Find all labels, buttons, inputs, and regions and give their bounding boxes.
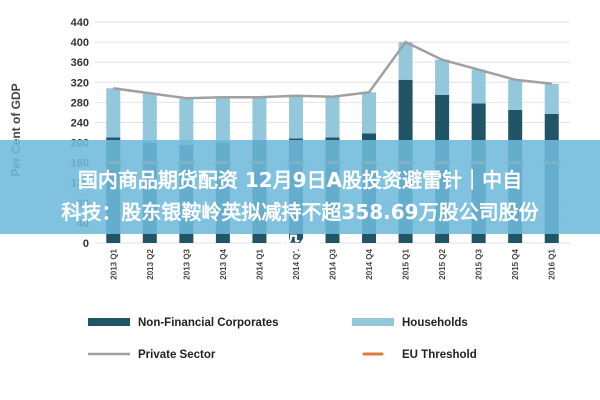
legend: Non-Financial Corporates Households Privat…: [88, 317, 477, 361]
x-tick-label: 2013 Q4: [219, 248, 228, 279]
bar-households: [398, 42, 413, 80]
overlay-line-3: 股份: [280, 232, 320, 256]
y-tick-label: 400: [71, 37, 89, 49]
legend-label: Households: [402, 317, 468, 329]
bar-households: [106, 88, 121, 138]
x-tick-label: 2013 Q2: [146, 248, 155, 279]
overlay-line-1: 国内商品期货配资 12月9日A股投资避雷针｜中自: [77, 168, 523, 192]
y-tick-label: 0: [83, 238, 89, 250]
bar-households: [325, 96, 340, 138]
x-tick-label: 2014 Q2: [292, 248, 301, 279]
overlay-text: 国内商品期货配资 12月9日A股投资避雷针｜中自 科技：股东银鞍岭英拟减持不超3…: [0, 164, 600, 260]
legend-label: EU Threshold: [402, 349, 477, 361]
x-tick-label: 2013 Q3: [182, 248, 191, 279]
overlay-banner: 国内商品期货配资 12月9日A股投资避雷针｜中自 科技：股东银鞍岭英拟减持不超3…: [0, 140, 600, 256]
x-tick-label: 2015 Q4: [511, 248, 520, 279]
x-tick-label: 2014 Q1: [255, 248, 264, 279]
bar-households: [508, 79, 523, 110]
overlay-line-2: 科技：股东银鞍岭英拟减持不超358.69万股公司股份: [61, 200, 539, 224]
bar-households: [362, 92, 377, 134]
bar-households: [544, 83, 559, 114]
x-tick-label: 2015 Q3: [475, 248, 484, 279]
x-tick-label: 2015 Q1: [402, 248, 411, 279]
y-tick-label: 280: [71, 97, 89, 109]
bar-households: [215, 96, 230, 143]
line-private-sector: [113, 40, 552, 100]
y-tick-label: 440: [71, 17, 89, 29]
legend-label: Non-Financial Corporates: [138, 317, 279, 329]
x-tick-label: 2016 Q1: [548, 248, 557, 279]
bar-households: [288, 95, 303, 139]
x-tick-label: 2014 Q4: [365, 248, 374, 279]
bar-households: [435, 59, 450, 95]
y-tick-label: 240: [71, 117, 89, 129]
legend-swatch: [352, 318, 394, 326]
x-tick-label: 2015 Q2: [438, 248, 447, 279]
bar-households: [471, 69, 486, 104]
legend-label: Private Sector: [138, 349, 216, 361]
x-tick-label: 2013 Q1: [109, 248, 118, 279]
bar-households: [142, 93, 157, 143]
legend-swatch: [88, 318, 130, 326]
y-tick-label: 320: [71, 77, 89, 89]
bar-households: [179, 98, 194, 146]
x-tick-label: 2014 Q3: [329, 248, 338, 279]
y-tick-label: 360: [71, 57, 89, 69]
x-tick-labels: 2013 Q1 2013 Q2 2013 Q3 2013 Q4 2014 Q1 2014 …: [109, 248, 556, 279]
bar-households: [252, 96, 267, 141]
